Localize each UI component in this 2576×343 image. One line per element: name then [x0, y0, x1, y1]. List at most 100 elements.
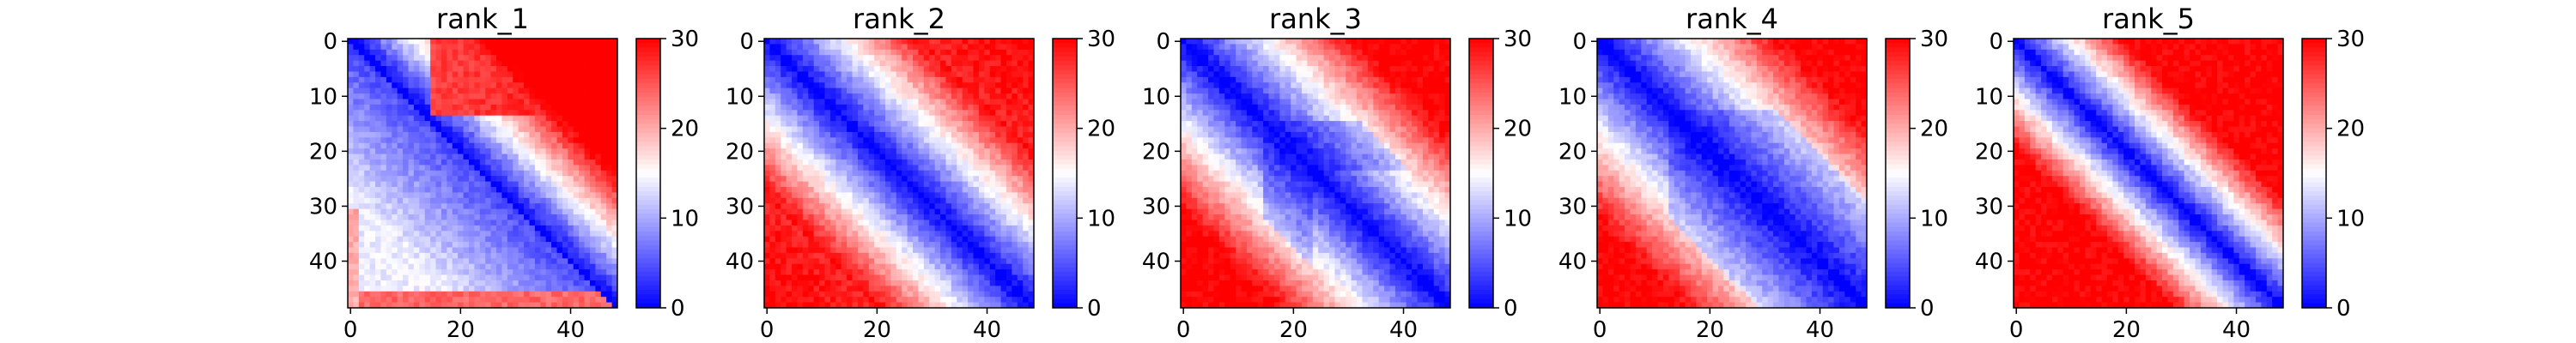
heatmap-cell: [474, 115, 481, 122]
heatmap-cell: [808, 142, 815, 149]
heatmap-cell: [358, 297, 365, 303]
heatmap-cell: [957, 66, 963, 72]
heatmap-cell: [1012, 137, 1018, 144]
heatmap-cell: [802, 148, 809, 154]
heatmap-cell: [1023, 192, 1029, 199]
heatmap-cell: [923, 55, 930, 62]
heatmap-cell: [819, 247, 825, 254]
heatmap-cell: [764, 181, 770, 188]
heatmap-cell: [353, 142, 360, 149]
heatmap-cell: [1012, 214, 1018, 220]
heatmap-cell: [962, 236, 969, 243]
heatmap-cell: [1012, 165, 1018, 172]
heatmap-cell: [397, 39, 404, 45]
heatmap-cell: [562, 170, 568, 177]
heatmap-cell: [819, 76, 825, 83]
heatmap-cell: [358, 137, 365, 144]
heatmap-cell: [490, 39, 497, 45]
heatmap-cell: [568, 269, 574, 275]
heatmap-cell: [808, 153, 815, 160]
heatmap-cell: [852, 286, 859, 292]
heatmap-cell: [957, 126, 963, 133]
heatmap-cell: [513, 55, 519, 62]
heatmap-cell: [496, 231, 502, 238]
heatmap-cell: [1000, 297, 1007, 303]
heatmap-cell: [847, 214, 853, 220]
heatmap-cell: [1000, 203, 1007, 210]
heatmap-cell: [890, 131, 897, 138]
heatmap-cell: [923, 87, 930, 94]
heatmap-cell: [551, 55, 557, 62]
heatmap-cell: [934, 236, 941, 243]
heatmap-cell: [386, 170, 392, 177]
heatmap-cell: [529, 165, 536, 172]
heatmap-cell: [474, 225, 481, 232]
heatmap-cell: [890, 302, 897, 309]
heatmap-cell: [913, 60, 919, 67]
heatmap-cell: [375, 55, 381, 62]
heatmap-cell: [397, 66, 404, 72]
colorbar-segment: [1053, 285, 1077, 291]
heatmap-cell: [907, 269, 914, 275]
heatmap-cell: [403, 214, 409, 220]
heatmap-cell: [923, 297, 930, 303]
heatmap-cell: [879, 66, 886, 72]
heatmap-cell: [819, 291, 825, 298]
heatmap-cell: [556, 297, 563, 303]
heatmap-cell: [579, 142, 585, 149]
heatmap-cell: [518, 165, 525, 172]
heatmap-cell: [540, 71, 547, 78]
heatmap-cell: [458, 44, 464, 51]
heatmap-cell: [501, 110, 508, 117]
heatmap-cell: [957, 208, 963, 215]
heatmap-cell: [386, 263, 392, 270]
heatmap-cell: [479, 39, 486, 45]
colorbar-frame: [1052, 38, 1078, 309]
heatmap-cell: [375, 66, 381, 72]
heatmap-cell: [474, 159, 481, 165]
heatmap-cell: [934, 280, 941, 286]
heatmap-cell: [424, 142, 431, 149]
heatmap-cell: [458, 247, 464, 254]
heatmap-cell: [957, 274, 963, 281]
heatmap-cell: [884, 258, 891, 265]
heatmap-cell: [769, 225, 776, 232]
heatmap-cell: [769, 82, 776, 89]
heatmap-cell: [507, 274, 513, 281]
heatmap-cell: [452, 159, 459, 165]
heatmap-cell: [769, 269, 776, 275]
heatmap-cell: [479, 187, 486, 193]
heatmap-cell: [485, 236, 492, 243]
heatmap-cell: [507, 121, 513, 127]
heatmap-cell: [907, 82, 914, 89]
heatmap-cell: [902, 302, 908, 309]
heatmap-cell: [375, 176, 381, 183]
heatmap-cell: [1012, 247, 1018, 254]
heatmap-cell: [562, 55, 568, 62]
heatmap-cell: [479, 297, 486, 303]
heatmap-cell: [524, 170, 530, 177]
heatmap-cell: [769, 165, 776, 172]
heatmap-cell: [595, 274, 602, 281]
heatmap-cell: [829, 71, 836, 78]
heatmap-cell: [929, 225, 936, 232]
heatmap-cell: [962, 269, 969, 275]
heatmap-cell: [769, 126, 776, 133]
heatmap-cell: [529, 115, 536, 122]
heatmap-cell: [792, 280, 798, 286]
heatmap-cell: [573, 121, 580, 127]
heatmap-cell: [1005, 39, 1012, 45]
heatmap-cell: [408, 126, 415, 133]
heatmap-cell: [600, 126, 607, 133]
heatmap-cell: [786, 197, 793, 204]
heatmap-cell: [835, 252, 842, 259]
heatmap-cell: [1246, 39, 1253, 45]
heatmap-cell: [485, 247, 492, 254]
heatmap-cell: [868, 82, 875, 89]
heatmap-cell: [397, 99, 404, 105]
heatmap-cell: [879, 252, 886, 259]
heatmap-cell: [1017, 104, 1024, 111]
heatmap-cell: [479, 197, 486, 204]
heatmap-cell: [595, 76, 602, 83]
colorbar-segment: [1053, 200, 1077, 206]
